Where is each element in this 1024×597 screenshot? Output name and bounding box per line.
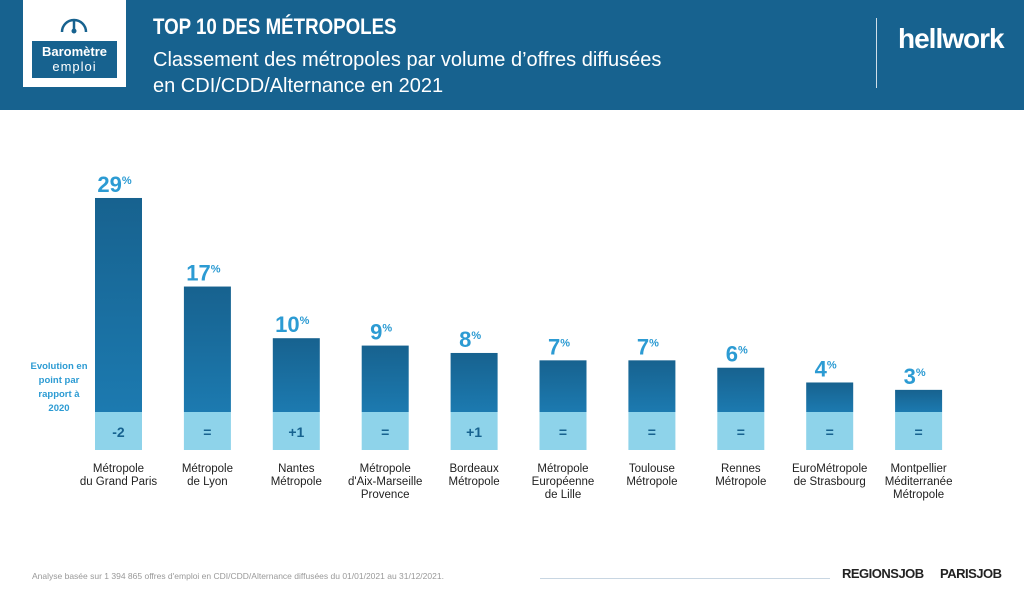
change-box (95, 412, 142, 450)
change-box (272, 412, 320, 450)
category-label: Métropole (182, 463, 233, 475)
category-label: Toulouse (629, 463, 675, 475)
category-label: Méditerranée (885, 476, 953, 488)
category-label: Nantes (278, 463, 315, 475)
change-box (183, 412, 231, 450)
category-label: du Grand Paris (80, 476, 158, 488)
change-box (539, 412, 587, 450)
hellwork-logo: hellwork (898, 23, 1005, 54)
change-box (628, 412, 676, 450)
change-label: = (203, 424, 211, 440)
change-label: = (915, 424, 923, 440)
evolution-legend: Evolution en point par rapport à 2020 (30, 361, 88, 414)
category-label: Métropole (93, 463, 144, 475)
bar (95, 197, 142, 412)
logo-text-2: emploi (52, 59, 97, 74)
bar (895, 389, 943, 412)
change-box (895, 412, 943, 450)
value-label: 29% (97, 172, 131, 197)
category-label: Métropole (449, 476, 500, 488)
category-label: d'Aix-Marseille (348, 476, 422, 488)
change-label: = (826, 424, 834, 440)
footer-line (540, 578, 830, 579)
change-label: = (381, 424, 389, 440)
value-label: 3% (904, 364, 926, 389)
bar (450, 352, 498, 412)
change-box (450, 412, 498, 450)
regionsjob-logo: REGIONSJOB (842, 566, 924, 581)
page-title: TOP 10 DES MÉTROPOLES (153, 14, 397, 39)
change-box (806, 412, 854, 450)
bar (361, 345, 409, 412)
category-label: Provence (361, 489, 410, 501)
divider (876, 18, 877, 88)
change-label: +1 (466, 424, 482, 440)
category-label: Bordeaux (449, 463, 498, 475)
value-label: 7% (637, 334, 659, 359)
category-label: Métropole (893, 489, 944, 501)
category-label: de Lyon (187, 476, 228, 488)
category-label: Métropole (360, 463, 411, 475)
category-label: Métropole (626, 476, 677, 488)
change-label: +1 (288, 424, 304, 440)
value-label: 4% (815, 356, 837, 381)
value-label: 9% (370, 320, 392, 345)
subtitle-line-1: Classement des métropoles par volume d’o… (153, 49, 662, 71)
category-label: Métropole (715, 476, 766, 488)
value-label: 7% (548, 334, 570, 359)
category-label: EuroMétropole (792, 463, 867, 475)
category-label: Métropole (271, 476, 322, 488)
change-box (717, 412, 765, 450)
bar (272, 338, 320, 412)
change-label: -2 (112, 424, 125, 440)
category-label: Métropole (537, 463, 588, 475)
bar (183, 286, 231, 412)
bar (628, 360, 676, 412)
change-label: = (648, 424, 656, 440)
page-subtitle: Classement des métropoles par volume d’o… (153, 47, 661, 99)
category-label: Montpellier (890, 463, 946, 475)
change-box (361, 412, 409, 450)
bar (539, 360, 587, 412)
bar (806, 382, 854, 412)
category-label: de Lille (545, 489, 581, 501)
change-label: = (737, 424, 745, 440)
change-label: = (559, 424, 567, 440)
category-label: Rennes (721, 463, 761, 475)
bar (717, 367, 765, 412)
logo-text-1: Baromètre (41, 44, 108, 59)
subtitle-line-2: en CDI/CDD/Alternance en 2021 (153, 75, 444, 97)
barometre-logo: Baromètre emploi (23, 0, 126, 87)
parisjob-logo: PARISJOB (940, 566, 1002, 581)
header: Baromètre emploi TOP 10 DES MÉTROPOLES Cl… (0, 0, 1024, 110)
footnote: Analyse basée sur 1 394 865 offres d'emp… (32, 571, 444, 581)
category-label: Européenne (532, 476, 595, 488)
category-label: de Strasbourg (794, 476, 866, 488)
value-label: 8% (459, 327, 481, 352)
value-label: 17% (186, 261, 220, 286)
value-label: 10% (275, 312, 309, 337)
value-label: 6% (726, 342, 748, 367)
gauge-icon (60, 18, 88, 34)
